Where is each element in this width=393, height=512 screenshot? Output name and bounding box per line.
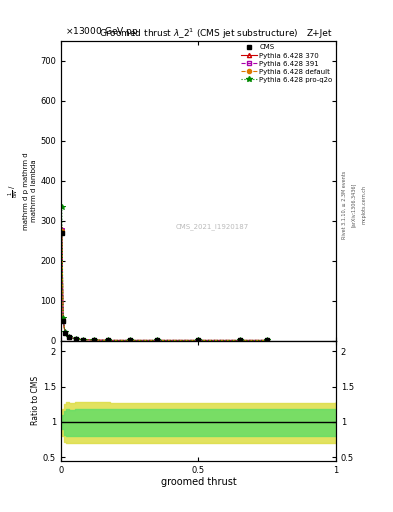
Text: CMS_2021_I1920187: CMS_2021_I1920187 bbox=[176, 224, 249, 230]
Text: Rivet 3.1.10, ≥ 2.3M events: Rivet 3.1.10, ≥ 2.3M events bbox=[342, 170, 346, 239]
Y-axis label: mathrm d$^2$N
$\frac{1}{\mathrm{d}N}$ /
mathrm d p mathrm d
mathrm d lambda: mathrm d$^2$N $\frac{1}{\mathrm{d}N}$ / … bbox=[0, 152, 37, 230]
Y-axis label: Ratio to CMS: Ratio to CMS bbox=[31, 376, 40, 425]
Text: $\times$13000 GeV pp: $\times$13000 GeV pp bbox=[65, 26, 138, 38]
Legend: CMS, Pythia 6.428 370, Pythia 6.428 391, Pythia 6.428 default, Pythia 6.428 pro-: CMS, Pythia 6.428 370, Pythia 6.428 391,… bbox=[240, 43, 334, 84]
Title: Groomed thrust $\lambda\_2^1$ (CMS jet substructure): Groomed thrust $\lambda\_2^1$ (CMS jet s… bbox=[99, 27, 298, 41]
Text: mcplots.cern.ch: mcplots.cern.ch bbox=[361, 185, 366, 224]
Text: [arXiv:1306.3436]: [arXiv:1306.3436] bbox=[351, 183, 356, 227]
Text: Z+Jet: Z+Jet bbox=[307, 29, 332, 38]
X-axis label: groomed thrust: groomed thrust bbox=[161, 477, 236, 487]
